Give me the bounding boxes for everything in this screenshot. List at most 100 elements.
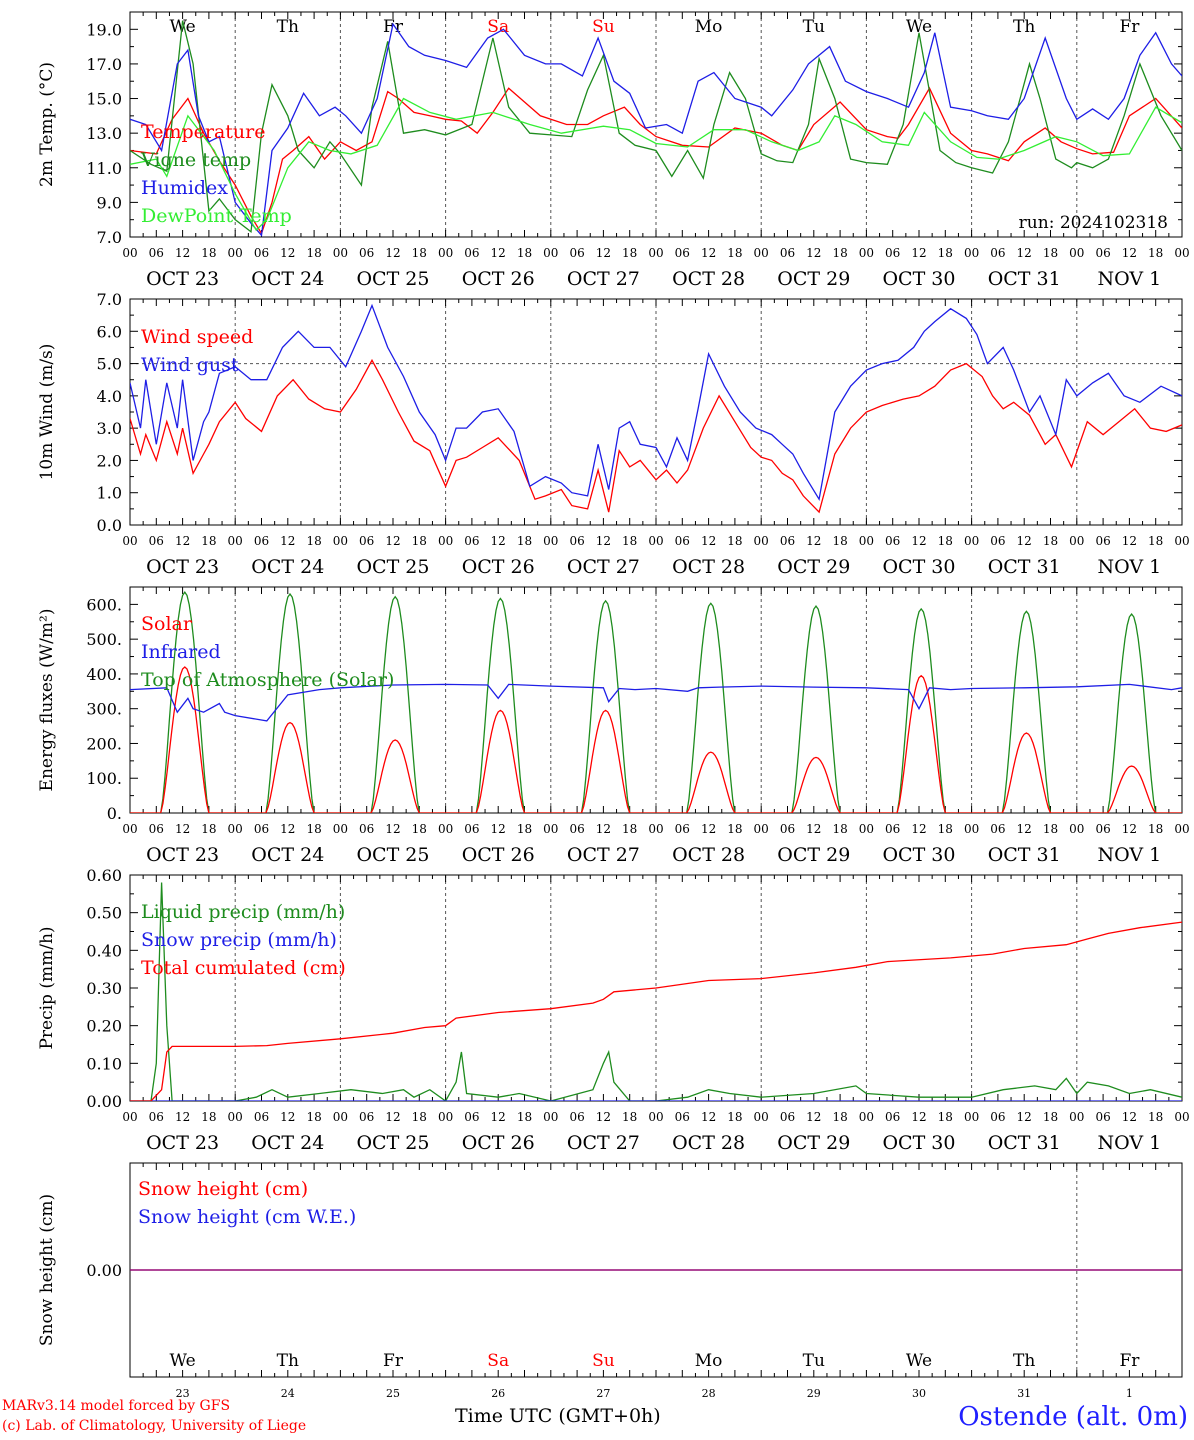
weekday-label: Th <box>277 17 299 37</box>
station-name: Ostende (alt. 0m) <box>958 1402 1188 1432</box>
x-hour-label: 06 <box>569 822 584 836</box>
x-day-label: OCT 30 <box>882 556 955 578</box>
x-day-label: OCT 27 <box>567 268 640 290</box>
x-hour-label: 00 <box>1174 822 1189 836</box>
x-day-label: OCT 24 <box>251 268 324 290</box>
x-hour-label: 12 <box>1017 246 1032 260</box>
y-tick-label: 2.0 <box>97 451 122 470</box>
x-hour-label: 12 <box>806 822 821 836</box>
x-hour-label: 12 <box>806 1110 821 1124</box>
x-day-label: OCT 27 <box>567 844 640 866</box>
x-hour-label: 06 <box>1095 822 1110 836</box>
x-hour-label: 06 <box>780 822 795 836</box>
series-group <box>130 591 1182 813</box>
x-hour-label: 00 <box>1174 1110 1189 1124</box>
x-hour-label: 18 <box>517 822 532 836</box>
series-group <box>130 882 1182 1101</box>
credit-lab: (c) Lab. of Climatology, University of L… <box>2 1418 307 1434</box>
legend-entry: Total cumulated (cm) <box>141 957 346 979</box>
x-hour-label: 06 <box>254 822 269 836</box>
x-hour-label: 06 <box>1095 1110 1110 1124</box>
x-hour-label: 00 <box>1174 534 1189 548</box>
x-hour-label: 00 <box>648 534 663 548</box>
x-day-label: OCT 28 <box>672 268 745 290</box>
legend-entry: Humidex <box>141 177 228 199</box>
x-hour-label: 12 <box>1122 534 1137 548</box>
x-hour-label: 06 <box>359 246 374 260</box>
day-number-label: 31 <box>1017 1387 1031 1400</box>
x-hour-label: 12 <box>1017 1110 1032 1124</box>
x-hour-label: 12 <box>491 1110 506 1124</box>
weekday-label: Tu <box>803 17 825 37</box>
x-hour-label: 00 <box>122 822 137 836</box>
x-hour-label: 18 <box>1043 822 1058 836</box>
y-axis-title: Precip (mm/h) <box>37 926 57 1049</box>
weekday-label: We <box>170 1351 196 1371</box>
legend-entry: Snow height (cm W.E.) <box>138 1206 356 1228</box>
x-hour-label: 12 <box>280 534 295 548</box>
x-hour-label: 00 <box>964 822 979 836</box>
series-line <box>130 591 1182 813</box>
series-line <box>130 882 1182 1101</box>
x-hour-label: 18 <box>622 246 637 260</box>
x-hour-label: 00 <box>964 534 979 548</box>
y-tick-label: 0.30 <box>86 979 122 998</box>
x-hour-label: 18 <box>1043 1110 1058 1124</box>
x-hour-label: 00 <box>859 246 874 260</box>
x-day-label: OCT 24 <box>251 1132 324 1154</box>
x-day-label: NOV 1 <box>1098 268 1162 290</box>
x-day-label: OCT 26 <box>462 556 535 578</box>
y-tick-label: 600. <box>86 595 122 614</box>
x-hour-label: 18 <box>832 246 847 260</box>
weekday-label: We <box>170 17 196 37</box>
x-hour-label: 06 <box>569 534 584 548</box>
x-hour-label: 12 <box>911 534 926 548</box>
x-hour-label: 12 <box>280 1110 295 1124</box>
y-tick-label: 3.0 <box>97 419 122 438</box>
y-axis-title: 2m Temp. (°C) <box>37 62 57 187</box>
legend-entry: Vigne temp <box>140 149 251 171</box>
x-hour-label: 12 <box>1017 534 1032 548</box>
x-hour-label: 06 <box>885 822 900 836</box>
y-tick-label: 5.0 <box>97 355 122 374</box>
x-day-label: OCT 25 <box>356 268 429 290</box>
day-number-label: 25 <box>386 1387 400 1400</box>
legend-entry: Snow height (cm) <box>138 1178 308 1200</box>
x-hour-label: 00 <box>1069 1110 1084 1124</box>
x-hour-label: 06 <box>1095 246 1110 260</box>
y-tick-label: 0.10 <box>86 1054 122 1073</box>
x-hour-label: 12 <box>701 1110 716 1124</box>
y-tick-label: 9.0 <box>97 193 122 212</box>
y-tick-label: 0. <box>107 804 122 823</box>
x-hour-label: 06 <box>780 1110 795 1124</box>
series-line <box>130 20 1182 234</box>
panel-1: 7.0 9.0 11.0 13.0 15.0 17.0 19.0 2m Temp. (°C) 0… <box>37 11 1190 290</box>
x-hour-label: 18 <box>727 822 742 836</box>
x-day-label: OCT 29 <box>777 556 850 578</box>
x-hour-label: 18 <box>832 534 847 548</box>
x-hour-label: 00 <box>1069 534 1084 548</box>
x-hour-label: 18 <box>306 822 321 836</box>
x-day-label: OCT 31 <box>988 844 1061 866</box>
weekday-label: Th <box>277 1351 299 1371</box>
day-number-label: 30 <box>912 1387 926 1400</box>
x-day-label: OCT 23 <box>146 1132 219 1154</box>
y-tick-label: 7.0 <box>97 290 122 309</box>
series-line <box>130 666 1182 813</box>
x-hour-label: 18 <box>517 246 532 260</box>
y-tick-label: 0.20 <box>86 1017 122 1036</box>
x-hour-label: 18 <box>412 534 427 548</box>
x-day-label: OCT 28 <box>672 556 745 578</box>
weekday-label: Su <box>592 1351 615 1371</box>
x-day-label: OCT 30 <box>882 844 955 866</box>
x-hour-label: 12 <box>701 534 716 548</box>
panel-5: 0.00 Snow height (cm) We 23 Th 24 Fr 25 Sa 26 Su 27… <box>37 1162 1183 1400</box>
day-number-label: 29 <box>807 1387 821 1400</box>
x-hour-label: 18 <box>1148 1110 1163 1124</box>
x-day-label: OCT 28 <box>672 1132 745 1154</box>
x-hour-label: 06 <box>780 534 795 548</box>
x-hour-label: 06 <box>990 534 1005 548</box>
x-hour-label: 18 <box>938 1110 953 1124</box>
x-hour-label: 00 <box>333 1110 348 1124</box>
x-day-label: OCT 31 <box>988 268 1061 290</box>
